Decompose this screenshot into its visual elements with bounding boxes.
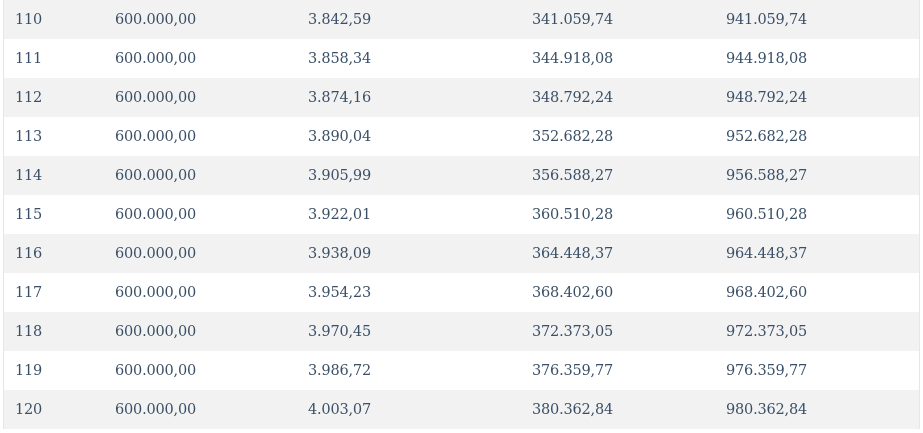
amount-cell: 600.000,00 — [115, 78, 308, 117]
interest-cell: 3.890,04 — [308, 117, 532, 156]
interest-cell: 3.874,16 — [308, 78, 532, 117]
amount-cell: 600.000,00 — [115, 312, 308, 351]
interest-cell: 3.842,59 — [308, 0, 532, 39]
table-row: 112 600.000,00 3.874,16 348.792,24 948.7… — [4, 78, 919, 117]
total-cell: 948.792,24 — [726, 78, 919, 117]
row-number-cell: 113 — [4, 117, 115, 156]
amount-cell: 600.000,00 — [115, 195, 308, 234]
row-number-cell: 120 — [4, 390, 115, 429]
interest-cell: 3.986,72 — [308, 351, 532, 390]
total-cell: 980.362,84 — [726, 390, 919, 429]
total-cell: 972.373,05 — [726, 312, 919, 351]
row-number-cell: 116 — [4, 234, 115, 273]
total-cell: 964.448,37 — [726, 234, 919, 273]
table-row: 114 600.000,00 3.905,99 356.588,27 956.5… — [4, 156, 919, 195]
interest-cell: 3.938,09 — [308, 234, 532, 273]
table-row: 111 600.000,00 3.858,34 344.918,08 944.9… — [4, 39, 919, 78]
total-cell: 960.510,28 — [726, 195, 919, 234]
amount-cell: 600.000,00 — [115, 273, 308, 312]
row-number-cell: 118 — [4, 312, 115, 351]
row-number-cell: 117 — [4, 273, 115, 312]
row-number-cell: 112 — [4, 78, 115, 117]
amount-cell: 600.000,00 — [115, 39, 308, 78]
total-cell: 952.682,28 — [726, 117, 919, 156]
accumulated-cell: 380.362,84 — [532, 390, 726, 429]
interest-cell: 4.003,07 — [308, 390, 532, 429]
table-row: 116 600.000,00 3.938,09 364.448,37 964.4… — [4, 234, 919, 273]
table-row: 118 600.000,00 3.970,45 372.373,05 972.3… — [4, 312, 919, 351]
accumulated-cell: 360.510,28 — [532, 195, 726, 234]
amount-cell: 600.000,00 — [115, 0, 308, 39]
total-cell: 956.588,27 — [726, 156, 919, 195]
data-table: 110 600.000,00 3.842,59 341.059,74 941.0… — [4, 0, 919, 429]
table-row: 113 600.000,00 3.890,04 352.682,28 952.6… — [4, 117, 919, 156]
interest-cell: 3.954,23 — [308, 273, 532, 312]
accumulated-cell: 364.448,37 — [532, 234, 726, 273]
accumulated-cell: 352.682,28 — [532, 117, 726, 156]
accumulated-cell: 348.792,24 — [532, 78, 726, 117]
amount-cell: 600.000,00 — [115, 390, 308, 429]
table-body: 110 600.000,00 3.842,59 341.059,74 941.0… — [4, 0, 919, 429]
interest-cell: 3.922,01 — [308, 195, 532, 234]
table-row: 120 600.000,00 4.003,07 380.362,84 980.3… — [4, 390, 919, 429]
table-row: 119 600.000,00 3.986,72 376.359,77 976.3… — [4, 351, 919, 390]
interest-cell: 3.858,34 — [308, 39, 532, 78]
amount-cell: 600.000,00 — [115, 117, 308, 156]
accumulated-cell: 356.588,27 — [532, 156, 726, 195]
row-number-cell: 119 — [4, 351, 115, 390]
total-cell: 944.918,08 — [726, 39, 919, 78]
table-row: 110 600.000,00 3.842,59 341.059,74 941.0… — [4, 0, 919, 39]
data-table-container: 110 600.000,00 3.842,59 341.059,74 941.0… — [3, 0, 920, 433]
total-cell: 941.059,74 — [726, 0, 919, 39]
accumulated-cell: 368.402,60 — [532, 273, 726, 312]
accumulated-cell: 341.059,74 — [532, 0, 726, 39]
total-cell: 976.359,77 — [726, 351, 919, 390]
table-bottom-edge — [3, 429, 920, 433]
amount-cell: 600.000,00 — [115, 156, 308, 195]
accumulated-cell: 376.359,77 — [532, 351, 726, 390]
table-row: 115 600.000,00 3.922,01 360.510,28 960.5… — [4, 195, 919, 234]
amount-cell: 600.000,00 — [115, 351, 308, 390]
interest-cell: 3.970,45 — [308, 312, 532, 351]
accumulated-cell: 372.373,05 — [532, 312, 726, 351]
table-row: 117 600.000,00 3.954,23 368.402,60 968.4… — [4, 273, 919, 312]
interest-cell: 3.905,99 — [308, 156, 532, 195]
accumulated-cell: 344.918,08 — [532, 39, 726, 78]
row-number-cell: 111 — [4, 39, 115, 78]
row-number-cell: 114 — [4, 156, 115, 195]
total-cell: 968.402,60 — [726, 273, 919, 312]
row-number-cell: 110 — [4, 0, 115, 39]
amount-cell: 600.000,00 — [115, 234, 308, 273]
row-number-cell: 115 — [4, 195, 115, 234]
